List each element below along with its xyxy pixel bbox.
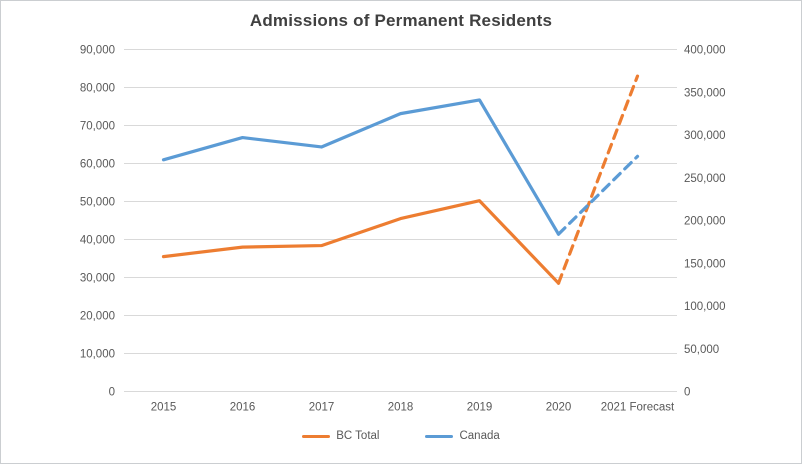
x-axis-tick-label: 2019 — [467, 402, 493, 414]
right-y-axis-tick-label: 250,000 — [684, 173, 726, 185]
left-y-axis-tick-label: 20,000 — [80, 311, 115, 323]
x-axis-tick-label: 2015 — [151, 402, 177, 414]
series-line-canada — [161, 98, 561, 236]
x-axis-tick-label: 2020 — [546, 402, 572, 414]
right-y-axis-tick-label: 150,000 — [684, 258, 726, 270]
series-forecast-line-bc-total — [556, 74, 640, 285]
left-y-axis-tick-label: 70,000 — [80, 121, 115, 133]
x-axis-tick-label: 2017 — [309, 402, 335, 414]
x-axis-tick-label: 2021 Forecast — [601, 402, 675, 414]
left-y-axis-tick-label: 60,000 — [80, 159, 115, 171]
legend-item-bc-total[interactable]: BC Total — [302, 430, 379, 442]
bc-total-line-marker-icon — [302, 434, 331, 438]
right-y-axis-tick-label: 200,000 — [684, 216, 726, 228]
right-y-axis-tick-label: 350,000 — [684, 87, 726, 99]
left-y-axis-tick-label: 90,000 — [80, 45, 115, 57]
canada-line-marker-icon — [425, 434, 454, 438]
x-axis-tick-label: 2018 — [388, 402, 414, 414]
left-y-axis-tick-label: 80,000 — [80, 83, 115, 95]
legend-label-bc-total: BC Total — [336, 430, 380, 442]
left-y-axis-tick-label: 10,000 — [80, 349, 115, 361]
left-y-axis-tick-label: 50,000 — [80, 197, 115, 209]
x-axis-tick-label: 2016 — [230, 402, 256, 414]
left-y-axis-tick-label: 40,000 — [80, 235, 115, 247]
series-forecast-line-canada — [556, 154, 640, 236]
legend-label-canada: Canada — [459, 430, 500, 442]
right-y-axis-tick-label: 50,000 — [684, 344, 719, 356]
right-y-axis-tick-label: 0 — [684, 387, 690, 399]
legend-item-canada[interactable]: Canada — [425, 430, 500, 442]
left-y-axis-tick-label: 0 — [109, 387, 115, 399]
series-line-bc-total — [161, 199, 561, 285]
right-y-axis-tick-label: 400,000 — [684, 45, 726, 57]
right-y-axis-tick-label: 100,000 — [684, 301, 726, 313]
chart-title: Admissions of Permanent Residents — [249, 11, 553, 30]
right-y-axis-tick-label: 300,000 — [684, 130, 726, 142]
left-y-axis-tick-label: 30,000 — [80, 273, 115, 285]
chart-legend: BC Total Canada — [0, 430, 802, 442]
